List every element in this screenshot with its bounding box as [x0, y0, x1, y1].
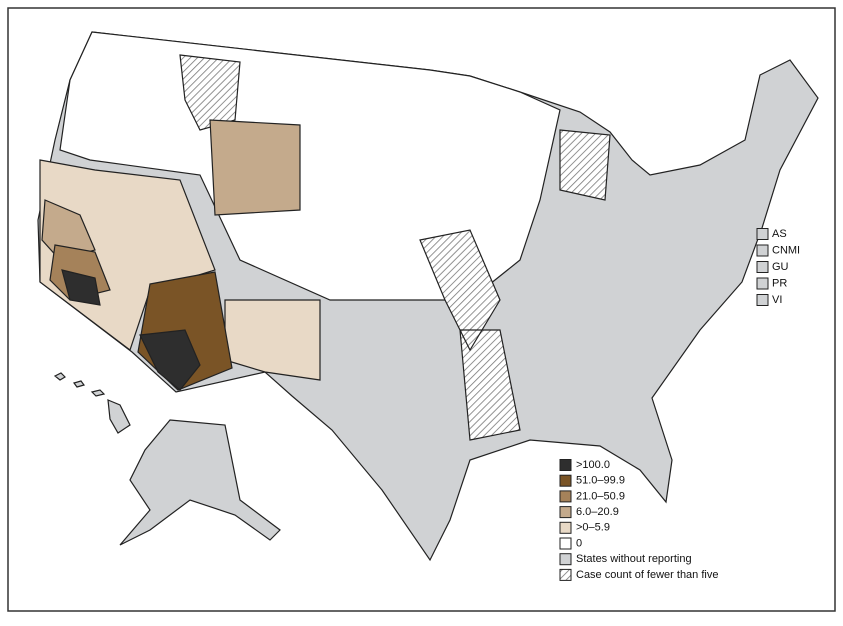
- legend-label: 0: [576, 537, 582, 549]
- territory-swatch: [756, 244, 769, 257]
- territory-label: GU: [772, 261, 789, 273]
- legend-label: 51.0–99.9: [576, 475, 625, 487]
- territory-swatch: [756, 261, 769, 273]
- territory-label: VI: [772, 294, 782, 306]
- us-map: [37, 31, 819, 562]
- territories: AS CNMI GU PR VI: [756, 228, 800, 306]
- alaska: [119, 419, 281, 546]
- legend-swatch: [559, 490, 572, 503]
- legend-label: >100.0: [576, 459, 610, 471]
- high-rate-counties: [61, 269, 201, 391]
- territory-label: AS: [772, 228, 787, 240]
- legend-swatch: [559, 568, 572, 581]
- legend-swatch: [559, 521, 572, 534]
- territory-swatch: [756, 277, 769, 290]
- legend-swatch: [559, 506, 572, 519]
- legend-label: >0–5.9: [576, 522, 610, 534]
- hawaii: [53, 372, 131, 434]
- legend-label: Case count of fewer than five: [576, 569, 718, 581]
- legend-swatch: [559, 459, 572, 471]
- legend: >100.0 51.0–99.9 21.0–50.9 6.0–20.9 >0–5.9 0 S…: [559, 459, 718, 581]
- legend-swatch: [559, 537, 572, 550]
- legend-swatch: [559, 553, 572, 566]
- territory-label: PR: [772, 277, 787, 289]
- territory-swatch: [756, 294, 769, 306]
- legend-label: 6.0–20.9: [576, 506, 619, 518]
- legend-swatch: [559, 474, 572, 487]
- legend-label: 21.0–50.9: [576, 490, 625, 502]
- territory-swatch: [756, 228, 769, 240]
- territory-label: CNMI: [772, 244, 800, 256]
- legend-label: States without reporting: [576, 553, 692, 565]
